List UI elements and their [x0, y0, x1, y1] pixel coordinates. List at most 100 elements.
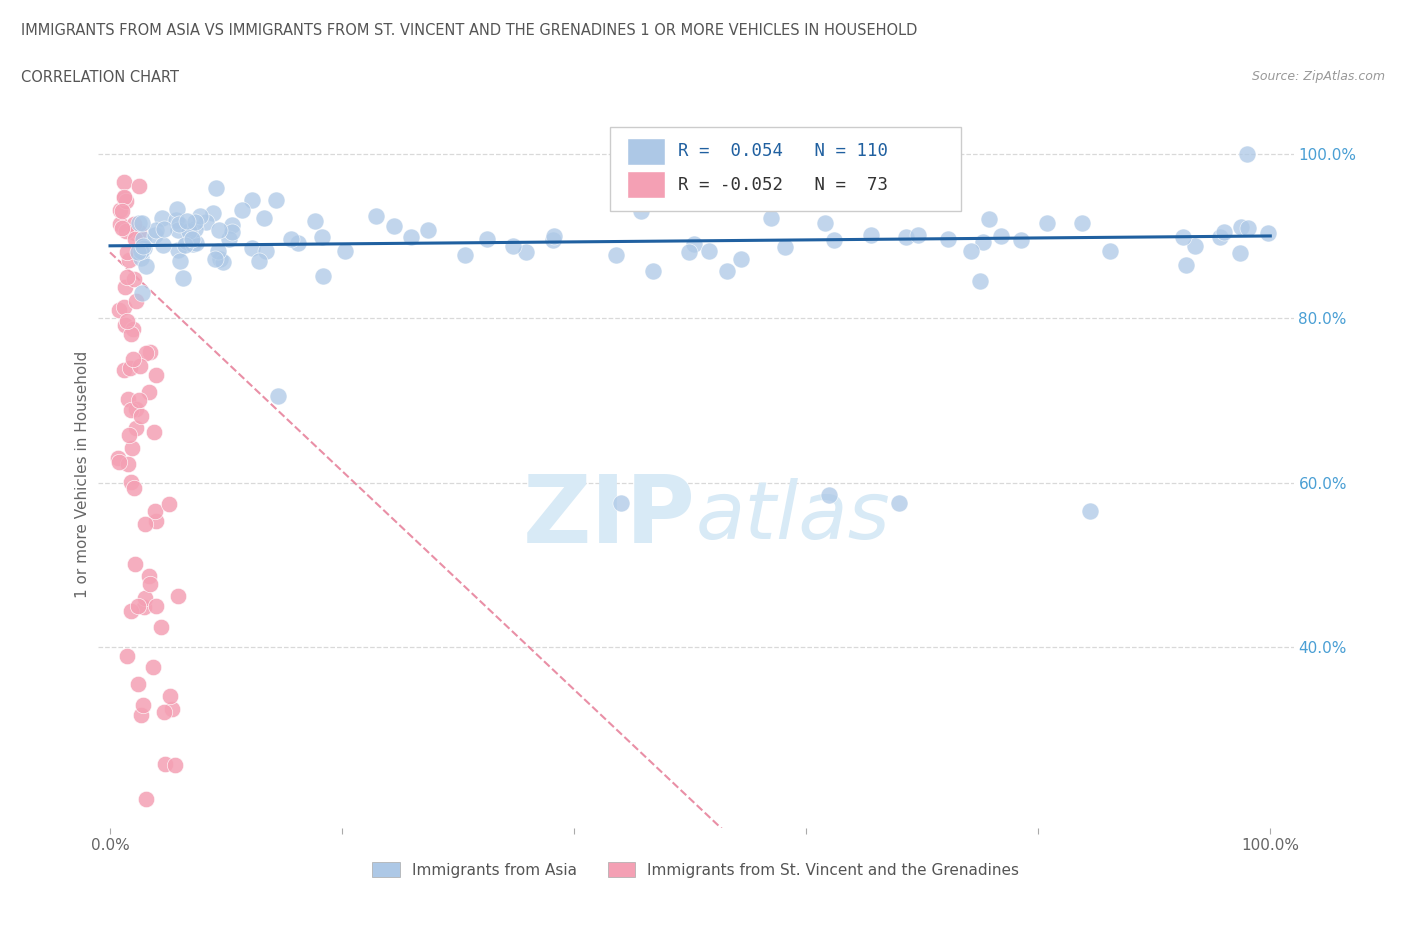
Point: [152, 237, 174, 252]
Point: [138, 568, 160, 583]
Point: [180, 232, 202, 247]
Point: [135, 259, 157, 273]
Point: [115, 193, 138, 208]
Point: [163, 757, 186, 772]
Point: [145, 513, 167, 528]
Point: [145, 367, 167, 382]
Point: [773, 240, 796, 255]
Point: [267, 389, 290, 404]
Point: [125, 293, 148, 308]
Point: [209, 251, 232, 266]
Point: [135, 346, 157, 361]
Point: [145, 598, 167, 613]
Point: [131, 244, 153, 259]
Point: [120, 474, 142, 489]
Point: [132, 698, 155, 712]
Point: [1230, 219, 1253, 234]
Point: [167, 217, 190, 232]
Point: [475, 232, 498, 246]
Point: [1080, 504, 1102, 519]
Point: [1011, 232, 1033, 247]
Point: [120, 403, 142, 418]
Point: [678, 245, 700, 259]
Point: [153, 756, 176, 771]
Point: [122, 271, 145, 286]
Point: [111, 204, 134, 219]
Point: [207, 244, 229, 259]
Point: [186, 235, 208, 250]
Point: [979, 211, 1001, 226]
Text: Source: ZipAtlas.com: Source: ZipAtlas.com: [1251, 70, 1385, 83]
Y-axis label: 1 or more Vehicles in Household: 1 or more Vehicles in Household: [75, 351, 90, 598]
Point: [145, 222, 167, 237]
Point: [131, 238, 153, 253]
Point: [108, 217, 131, 232]
Text: CORRELATION CHART: CORRELATION CHART: [21, 70, 179, 85]
Point: [1237, 220, 1260, 235]
Point: [120, 604, 142, 618]
Point: [176, 213, 198, 228]
Point: [166, 202, 188, 217]
Point: [382, 219, 405, 233]
Point: [1184, 239, 1206, 254]
Point: [142, 659, 165, 674]
Point: [697, 243, 720, 258]
Point: [218, 232, 240, 246]
Point: [212, 255, 235, 270]
Point: [515, 245, 537, 259]
Point: [150, 211, 173, 226]
Point: [643, 263, 665, 278]
Point: [202, 206, 225, 220]
Point: [1175, 258, 1198, 272]
Point: [541, 232, 564, 247]
Point: [115, 223, 138, 238]
Point: [195, 215, 218, 230]
Point: [208, 223, 231, 238]
Point: [112, 190, 135, 205]
Point: [936, 232, 959, 246]
Point: [128, 358, 150, 373]
Point: [1171, 230, 1194, 245]
Point: [188, 209, 211, 224]
Point: [1229, 246, 1251, 260]
Point: [153, 705, 176, 720]
Point: [127, 245, 149, 259]
Point: [118, 360, 141, 375]
Point: [134, 241, 156, 256]
Point: [609, 496, 631, 511]
Point: [1099, 244, 1122, 259]
Point: [122, 352, 145, 366]
Point: [240, 193, 263, 207]
Point: [128, 224, 150, 239]
FancyBboxPatch shape: [610, 126, 962, 211]
Point: [174, 237, 197, 252]
Point: [115, 314, 138, 329]
Point: [124, 556, 146, 571]
Point: [128, 179, 150, 193]
Point: [1209, 230, 1232, 245]
Point: [860, 227, 883, 242]
Point: [112, 299, 135, 314]
Point: [184, 214, 207, 229]
Point: [118, 428, 141, 443]
Point: [108, 303, 131, 318]
Point: [264, 193, 287, 207]
Point: [205, 180, 228, 195]
Point: [122, 322, 145, 337]
Point: [127, 677, 149, 692]
Point: [969, 273, 991, 288]
Point: [153, 221, 176, 236]
Point: [716, 263, 738, 278]
Point: [131, 707, 153, 722]
Point: [117, 648, 139, 663]
Legend: Immigrants from Asia, Immigrants from St. Vincent and the Grenadines: Immigrants from Asia, Immigrants from St…: [367, 856, 1025, 884]
Point: [143, 504, 166, 519]
Point: [120, 326, 142, 341]
Point: [125, 402, 148, 417]
Point: [304, 214, 326, 229]
Point: [204, 252, 226, 267]
Point: [221, 218, 243, 232]
Point: [252, 210, 274, 225]
Point: [311, 230, 333, 245]
Point: [143, 425, 166, 440]
